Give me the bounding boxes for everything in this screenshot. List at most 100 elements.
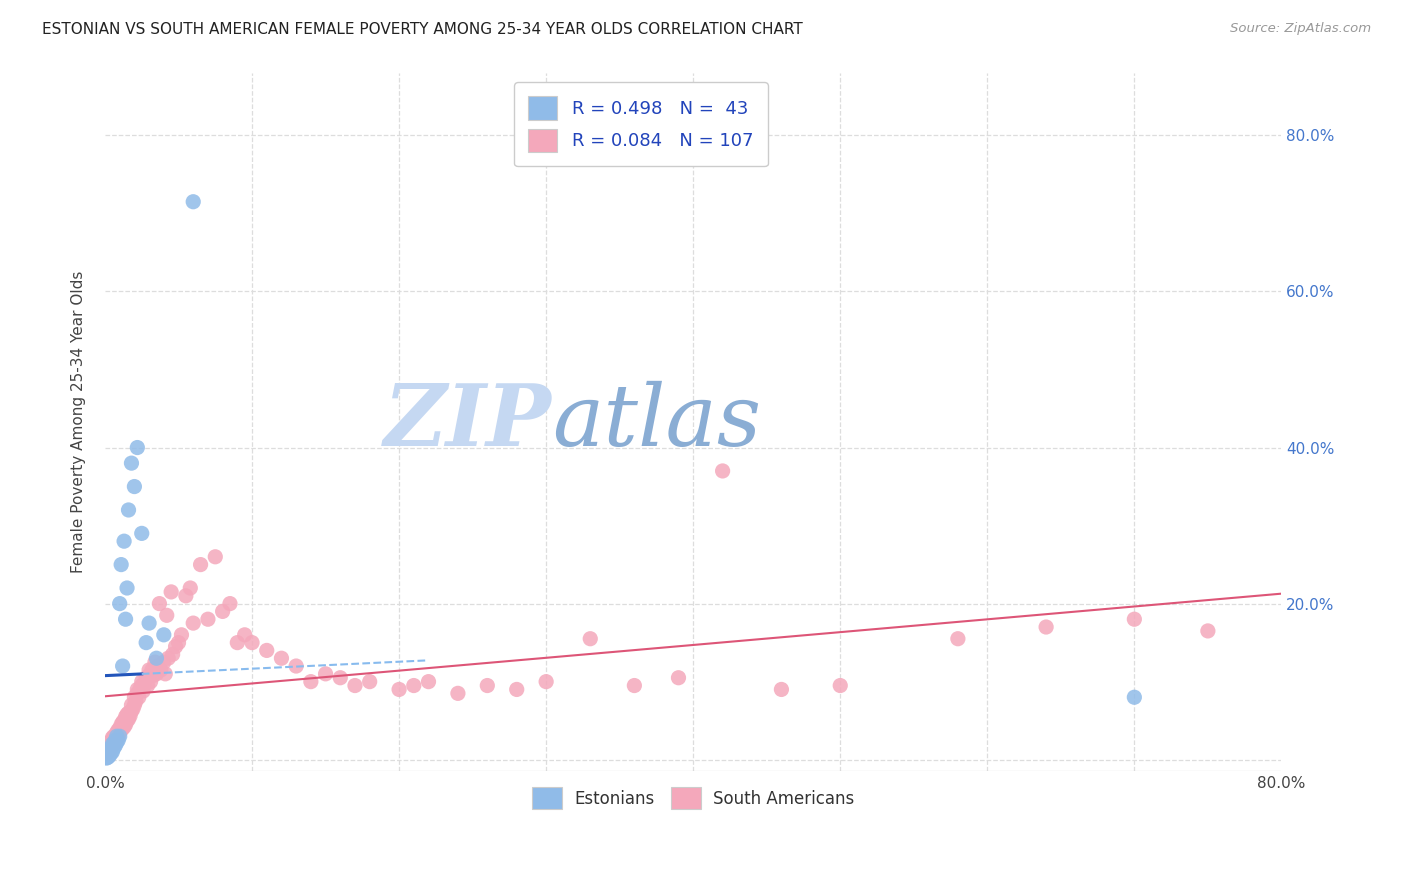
Point [359, 674, 381, 689]
Point [132, 684, 155, 698]
Point [96, 743, 118, 757]
Point [135, 635, 157, 649]
Point [204, 549, 226, 564]
Point [112, 714, 135, 728]
Point [108, 597, 131, 611]
Point [946, 632, 969, 646]
Point [153, 655, 176, 669]
Point [170, 628, 193, 642]
Point [131, 679, 153, 693]
Point [118, 709, 141, 723]
Point [128, 690, 150, 705]
Point [1123, 690, 1146, 705]
Point [97, 750, 120, 764]
Point [134, 676, 156, 690]
Point [1197, 624, 1219, 638]
Point [115, 707, 138, 722]
Point [100, 747, 122, 761]
Point [131, 674, 153, 689]
Text: Source: ZipAtlas.com: Source: ZipAtlas.com [1230, 22, 1371, 36]
Point [104, 733, 127, 747]
Point [477, 679, 499, 693]
Point [107, 729, 129, 743]
Point [138, 663, 160, 677]
Point [105, 729, 128, 743]
Point [256, 643, 278, 657]
Point [103, 733, 125, 747]
Text: ZIP: ZIP [384, 380, 553, 464]
Point [167, 635, 190, 649]
Point [110, 723, 132, 737]
Point [139, 674, 162, 689]
Point [98, 748, 121, 763]
Point [103, 737, 125, 751]
Point [101, 739, 124, 753]
Point [233, 628, 256, 642]
Point [96, 750, 118, 764]
Point [96, 747, 118, 761]
Point [153, 628, 176, 642]
Point [97, 745, 120, 759]
Point [111, 722, 134, 736]
Point [146, 659, 169, 673]
Point [138, 616, 160, 631]
Point [226, 635, 249, 649]
Point [105, 731, 128, 745]
Point [136, 679, 159, 693]
Point [579, 632, 602, 646]
Point [103, 741, 125, 756]
Point [111, 715, 134, 730]
Point [343, 679, 366, 693]
Point [97, 741, 120, 756]
Point [122, 702, 145, 716]
Point [145, 666, 167, 681]
Point [534, 674, 557, 689]
Point [174, 589, 197, 603]
Point [329, 671, 352, 685]
Point [107, 733, 129, 747]
Point [100, 745, 122, 759]
Point [112, 720, 135, 734]
Point [124, 698, 146, 712]
Point [125, 694, 148, 708]
Point [101, 731, 124, 745]
Point [270, 651, 292, 665]
Point [197, 612, 219, 626]
Point [108, 729, 131, 743]
Point [103, 729, 125, 743]
Point [100, 741, 122, 756]
Legend: Estonians, South Americans: Estonians, South Americans [526, 780, 860, 815]
Point [181, 616, 204, 631]
Point [285, 659, 308, 673]
Point [315, 666, 337, 681]
Point [1123, 612, 1146, 626]
Point [131, 526, 153, 541]
Point [104, 733, 127, 747]
Point [135, 671, 157, 685]
Point [111, 659, 134, 673]
Point [110, 558, 132, 572]
Point [179, 581, 201, 595]
Point [98, 743, 121, 757]
Point [101, 741, 124, 756]
Point [165, 640, 187, 654]
Point [97, 747, 120, 762]
Point [127, 682, 149, 697]
Point [141, 663, 163, 677]
Point [623, 679, 645, 693]
Point [108, 722, 131, 736]
Point [105, 725, 128, 739]
Point [148, 597, 170, 611]
Point [98, 747, 121, 762]
Point [127, 441, 149, 455]
Point [107, 723, 129, 737]
Point [157, 651, 180, 665]
Point [299, 674, 322, 689]
Point [101, 737, 124, 751]
Point [96, 751, 118, 765]
Point [98, 735, 121, 749]
Point [1035, 620, 1057, 634]
Point [103, 737, 125, 751]
Point [96, 747, 118, 762]
Point [830, 679, 852, 693]
